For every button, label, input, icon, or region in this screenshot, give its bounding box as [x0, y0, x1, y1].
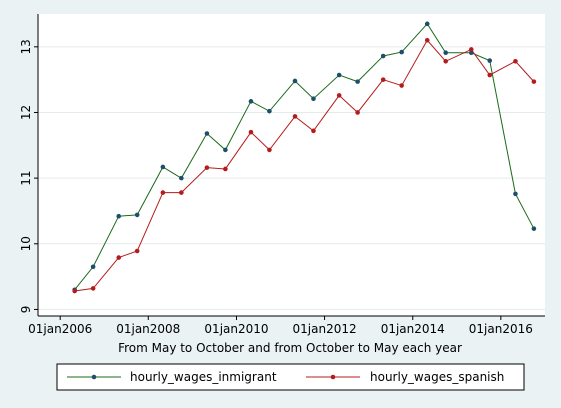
- data-point-spanish: [292, 114, 298, 119]
- data-point-spanish: [355, 110, 360, 115]
- data-point-spanish: [267, 147, 272, 153]
- data-point-spanish: [116, 255, 122, 260]
- series-line-spanish: [74, 39, 535, 292]
- data-point-inmigrant: [204, 131, 210, 136]
- y-tick-label: 11: [19, 170, 33, 185]
- x-axis-title: From May to October and from October to …: [118, 341, 462, 355]
- legend-label-spanish: hourly_wages_spanish: [370, 370, 504, 384]
- y-tick-label: 12: [19, 105, 33, 120]
- data-point-inmigrant: [248, 99, 254, 104]
- data-point-inmigrant: [424, 21, 430, 27]
- data-point-spanish: [248, 129, 254, 135]
- data-point-spanish: [223, 166, 228, 172]
- data-point-spanish: [134, 248, 140, 254]
- data-point-spanish: [160, 190, 166, 195]
- legend: hourly_wages_inmigrant hourly_wages_span…: [56, 363, 525, 391]
- data-point-inmigrant: [160, 164, 166, 170]
- legend-marker-spanish: [330, 374, 336, 380]
- data-point-inmigrant: [443, 50, 449, 56]
- x-tick-label: 01jan2008: [116, 322, 180, 336]
- data-point-inmigrant: [513, 191, 518, 197]
- data-point-spanish: [443, 58, 449, 64]
- x-tick-label: 01jan2006: [28, 322, 92, 336]
- data-point-spanish: [380, 77, 386, 82]
- series-layer: [72, 21, 537, 294]
- x-tick-label: 01jan2012: [293, 322, 357, 336]
- data-point-inmigrant: [380, 53, 386, 59]
- data-point-spanish: [399, 83, 404, 88]
- y-tick-label: 10: [19, 236, 33, 251]
- data-point-inmigrant: [336, 72, 342, 78]
- legend-box: [56, 363, 525, 391]
- data-point-inmigrant: [134, 212, 140, 218]
- data-point-inmigrant: [267, 108, 272, 114]
- data-point-spanish: [90, 286, 96, 291]
- data-point-inmigrant: [116, 213, 122, 219]
- data-point-inmigrant: [311, 96, 316, 101]
- plot-area: [38, 14, 545, 316]
- legend-marker-inmigrant: [91, 374, 97, 380]
- data-point-inmigrant: [179, 175, 184, 181]
- data-point-spanish: [72, 288, 77, 294]
- data-point-inmigrant: [90, 264, 96, 270]
- series-line-inmigrant: [74, 23, 535, 291]
- data-point-inmigrant: [487, 58, 493, 63]
- data-point-inmigrant: [292, 78, 298, 84]
- y-tick-label: 13: [19, 39, 33, 54]
- x-tick-label: 01jan2010: [204, 322, 268, 336]
- x-axis-ticks: 01jan2006 01jan2008 01jan2010 01jan2012 01ja…: [28, 316, 533, 336]
- y-axis-ticks: 9 10 11 12 13: [19, 39, 38, 313]
- x-tick-label: 01jan2016: [469, 322, 533, 336]
- data-point-spanish: [336, 93, 342, 98]
- data-point-inmigrant: [468, 50, 474, 56]
- data-point-spanish: [204, 165, 210, 170]
- data-point-spanish: [468, 47, 474, 52]
- data-point-inmigrant: [223, 147, 228, 153]
- data-point-inmigrant: [355, 79, 360, 84]
- data-point-inmigrant: [531, 226, 537, 231]
- data-point-spanish: [179, 190, 184, 195]
- data-point-inmigrant: [399, 49, 404, 55]
- gridlines: [38, 46, 545, 310]
- data-point-spanish: [513, 58, 518, 64]
- data-point-spanish: [531, 79, 537, 84]
- data-point-spanish: [311, 128, 316, 134]
- x-tick-label: 01jan2014: [381, 322, 445, 336]
- legend-label-inmigrant: hourly_wages_inmigrant: [130, 370, 277, 384]
- data-point-spanish: [487, 72, 493, 78]
- data-point-spanish: [424, 37, 430, 43]
- y-tick-label: 9: [19, 306, 33, 314]
